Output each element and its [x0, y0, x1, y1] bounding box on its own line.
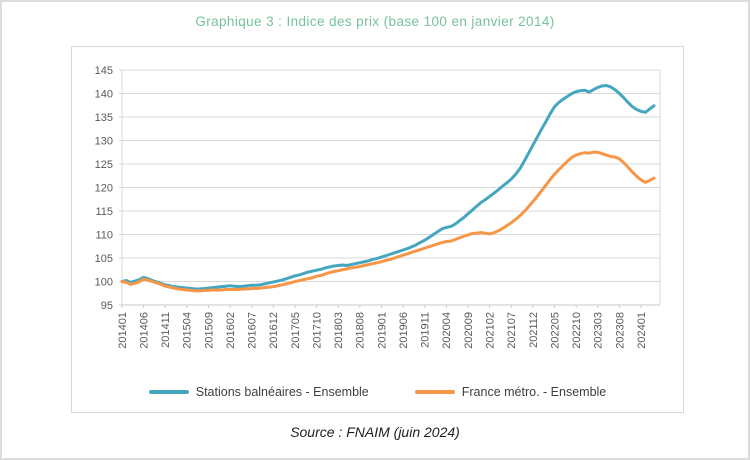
x-tick-label: 201602: [225, 312, 237, 349]
x-tick-label: 201906: [398, 312, 410, 349]
x-tick-label: 201705: [290, 312, 302, 349]
y-tick-label: 105: [95, 253, 113, 265]
chart-area: 95 100 105 110 115 120 125 130 135 140 145 201401 20…: [71, 46, 684, 413]
x-tick-label: 202205: [549, 312, 561, 349]
source-caption: Source : FNAIM (juin 2024): [290, 424, 460, 440]
x-tick-label: 201808: [355, 312, 367, 349]
x-tick-label: 202009: [463, 312, 475, 349]
x-tick-label: 202303: [593, 312, 605, 349]
x-axis-labels: 201401 201406 201411 201504 201509 201602 2016…: [117, 305, 648, 349]
y-tick-label: 125: [95, 159, 113, 171]
x-tick-label: 202107: [506, 312, 518, 349]
x-tick-label: 201504: [182, 312, 194, 349]
legend-label: Stations balnéaires - Ensemble: [195, 385, 369, 399]
y-tick-label: 120: [95, 182, 113, 194]
y-tick-label: 135: [95, 112, 113, 124]
y-tick-label: 115: [95, 206, 113, 218]
legend-label: France métro. - Ensemble: [461, 385, 607, 399]
legend-swatch-orange-line: [414, 389, 455, 395]
x-tick-label: 201710: [311, 312, 323, 349]
y-tick-label: 145: [95, 65, 113, 77]
chart-legend: Stations balnéaires - Ensemble France mé…: [72, 385, 683, 399]
y-tick-label: 130: [95, 135, 113, 147]
legend-item-stations-balneaires: Stations balnéaires - Ensemble: [148, 385, 369, 399]
x-tick-label: 202004: [441, 312, 453, 349]
line-stations-balneaires: [120, 84, 656, 291]
x-tick-label: 202401: [636, 312, 648, 349]
y-tick-label: 95: [101, 300, 113, 312]
legend-swatch-teal-line: [148, 389, 189, 395]
x-tick-label: 201509: [203, 312, 215, 349]
line-france-metro: [120, 150, 656, 293]
x-tick-label: 202112: [528, 312, 540, 348]
x-tick-label: 201911: [420, 312, 432, 348]
x-tick-label: 201411: [160, 312, 172, 348]
x-tick-label: 201607: [247, 312, 259, 349]
y-tick-label: 140: [95, 88, 113, 100]
x-tick-label: 201401: [117, 312, 129, 349]
chart-title: Graphique 3 : Indice des prix (base 100 …: [195, 14, 555, 29]
gridlines: [119, 69, 660, 306]
x-tick-label: 202102: [484, 312, 496, 349]
x-tick-label: 201803: [333, 312, 345, 349]
y-axis-labels: 95 100 105 110 115 120 125 130 135 140 145: [95, 65, 113, 312]
x-tick-label: 201612: [268, 312, 280, 349]
x-tick-label: 201406: [138, 312, 150, 349]
y-tick-label: 100: [95, 276, 113, 288]
x-tick-label: 202308: [614, 312, 626, 349]
x-tick-label: 202210: [571, 312, 583, 349]
legend-item-france-metro: France métro. - Ensemble: [414, 385, 607, 399]
y-tick-label: 110: [95, 229, 113, 241]
x-tick-label: 201901: [376, 312, 388, 349]
